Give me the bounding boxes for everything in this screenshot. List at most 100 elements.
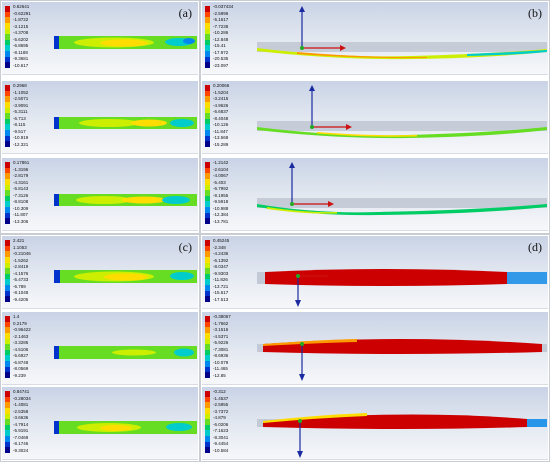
legend-swatch — [205, 251, 210, 257]
legend-swatch — [5, 402, 10, 408]
panel-d: 0.45245 -2.348 -4.2436 -6.1392 -8.0347 -9.930… — [200, 234, 550, 462]
panel-b: -0.037434 -2.5996 -5.1617 -7.7238 -10.286 -12… — [200, 0, 550, 234]
legend-value: -7.3126 — [13, 192, 29, 198]
legend-swatch — [5, 212, 10, 219]
legend-value: -10.286 — [213, 30, 229, 36]
legend-swatch — [205, 344, 210, 350]
legend-swatch — [5, 62, 10, 69]
legend-value: -0.38067 — [213, 314, 231, 319]
legend-color-bar — [205, 316, 210, 379]
legend-color-bar — [205, 162, 210, 225]
legend-value: -12.321 — [13, 141, 29, 147]
legend-value: -1.5204 — [213, 89, 229, 95]
legend-value: -7.7238 — [213, 23, 229, 29]
contour-plate — [54, 346, 197, 359]
legend-value: -9.5918 — [213, 199, 229, 205]
legend-swatch — [5, 11, 10, 18]
legend-value: -10.079 — [213, 359, 229, 365]
legend-swatch — [5, 413, 10, 420]
legend-value: -9.4205 — [13, 296, 29, 302]
legend-value: -12.384 — [213, 212, 229, 218]
legend-swatch — [205, 441, 210, 448]
legend-value: -9.3681 — [13, 56, 29, 62]
legend-swatch — [5, 90, 10, 97]
legend-swatch — [5, 85, 10, 91]
legend-swatch — [5, 51, 10, 57]
legend-swatch — [5, 279, 10, 286]
legend-swatch — [5, 17, 10, 23]
legend-value: -8.1746 — [13, 441, 29, 447]
legend-swatch — [5, 349, 10, 356]
legend-swatch — [5, 441, 10, 448]
legend-value: -0.28034 — [13, 395, 31, 401]
legend-value: -6.7992 — [213, 186, 229, 192]
deformed-plate — [257, 334, 547, 356]
legend-swatch — [205, 316, 210, 322]
deformed-plate — [257, 268, 547, 288]
legend-value: -7.3081 — [213, 346, 229, 352]
legend-value: -4.9626 — [213, 102, 229, 108]
legend-value: -6.8748 — [13, 359, 29, 365]
legend-swatch — [205, 407, 210, 414]
legend-value: 0.2179 — [13, 320, 27, 326]
panel-d-view-3: -0.312 -1.4537 -2.5955 -3.7372 -4.879 -6.0206… — [202, 387, 548, 460]
legend-value: -0.96422 — [13, 327, 31, 333]
panel-b-view-2: 0.20066 -1.5204 -3.2415 -4.9626 -6.6837 -8.40… — [202, 81, 548, 154]
legend-swatch — [5, 218, 10, 225]
axis-triad — [295, 274, 328, 307]
legend-color-bar — [205, 85, 210, 148]
legend-value: -13.721 — [213, 283, 229, 289]
legend-swatch — [205, 290, 210, 297]
panel-a-view-3: 0.17861 -1.3196 -2.8179 -4.3161 -5.8143 -7.31… — [2, 158, 198, 231]
legend-swatch — [205, 101, 210, 108]
color-legend: -0.312 -1.4537 -2.5955 -3.7372 -4.879 -6.0206… — [205, 389, 251, 454]
legend-swatch — [5, 391, 10, 397]
legend-swatch — [205, 372, 210, 379]
legend-color-bar — [5, 162, 10, 225]
legend-swatch — [205, 173, 210, 179]
legend-swatch — [205, 167, 210, 174]
legend-swatch — [205, 268, 210, 274]
legend-swatch — [205, 201, 210, 208]
legend-swatch — [5, 285, 10, 291]
legend-value: -8.1955 — [213, 192, 229, 198]
legend-value: 0.17861 — [13, 160, 30, 165]
legend-swatch — [5, 290, 10, 297]
legend-swatch — [5, 45, 10, 52]
legend-value: -5.6927 — [13, 353, 29, 359]
panel-b-view-3: -1.2142 -2.6104 -4.0067 -5.403 -6.7992 -8.195… — [202, 158, 548, 231]
legend-swatch — [5, 56, 10, 63]
legend-swatch — [5, 22, 10, 29]
legend-swatch — [205, 178, 210, 185]
legend-value: -4.879 — [213, 415, 226, 421]
legend-swatch — [5, 195, 10, 202]
legend-value: -5.403 — [213, 179, 226, 185]
legend-swatch — [5, 407, 10, 414]
color-legend: 2.421 1.1053 -0.21046 -1.5262 -2.8419 -4.1576… — [5, 238, 51, 303]
deformed-plate — [257, 117, 547, 139]
legend-value: -1.4537 — [213, 395, 229, 401]
legend-value: -10.919 — [13, 135, 29, 141]
legend-swatch — [5, 321, 10, 328]
legend-swatch — [5, 332, 10, 339]
deformed-plate — [257, 38, 547, 60]
legend-value: -3.2415 — [213, 96, 229, 102]
legend-value: -8.115 — [13, 122, 26, 128]
legend-value: -9.517 — [13, 128, 26, 134]
contour-plate — [54, 117, 197, 129]
deformed-plate — [257, 409, 547, 431]
legend-swatch — [5, 447, 10, 454]
legend-value: -20.535 — [213, 56, 229, 62]
legend-swatch — [205, 45, 210, 52]
legend-swatch — [5, 396, 10, 403]
color-legend: 0.84741 -0.28034 -1.4081 -2.5358 -3.6636 -4.7… — [5, 389, 51, 454]
legend-swatch — [5, 372, 10, 379]
legend-swatch — [5, 316, 10, 322]
legend-swatch — [205, 34, 210, 40]
legend-value: -3.9091 — [13, 102, 29, 108]
legend-swatch — [5, 338, 10, 345]
panel-c-view-2: 1.4 0.2179 -0.96422 -2.1463 -3.3285 -4.5106 -5… — [2, 312, 198, 385]
legend-color-bar — [5, 391, 10, 454]
legend-value: -13.568 — [213, 135, 229, 141]
color-legend: -1.2142 -2.6104 -4.0067 -5.403 -6.7992 -8.195… — [205, 160, 251, 225]
